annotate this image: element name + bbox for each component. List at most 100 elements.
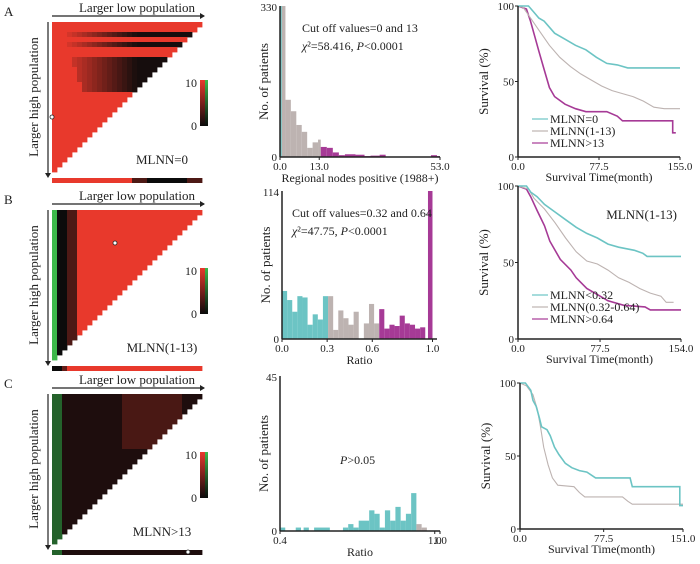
histogram-bar: [353, 311, 359, 339]
y-axis-label: No. of patients: [256, 43, 271, 120]
heatmap-cell: [57, 305, 63, 311]
heatmap-cell: [82, 489, 88, 495]
heatmap-cell: [102, 290, 108, 296]
heatmap-cell: [52, 414, 58, 420]
heatmap-cell: [67, 280, 73, 286]
heatmap-cell: [132, 265, 138, 271]
heatmap-cell: [127, 409, 133, 415]
heatmap-cell: [77, 82, 83, 88]
histogram-bar: [343, 318, 349, 339]
heatmap-cell: [92, 215, 98, 221]
heatmap-cell: [57, 409, 63, 415]
heatmap-cell: [82, 62, 88, 68]
heatmap-cell: [112, 409, 118, 415]
heatmap-cell: [147, 419, 153, 425]
heatmap-cell: [87, 235, 93, 241]
marginal-bar-cell: [192, 178, 198, 183]
heatmap-cell: [107, 235, 113, 241]
heatmap-cell: [132, 220, 138, 226]
heatmap-cell: [167, 37, 173, 43]
heatmap-cell: [122, 62, 128, 68]
heatmap-cell: [57, 270, 63, 276]
histogram-bar: [328, 296, 334, 339]
heatmap-cell: [157, 429, 163, 435]
heatmap-cell: [147, 250, 153, 256]
heatmap-cell: [57, 215, 63, 221]
heatmap-cell: [62, 27, 68, 33]
heatmap-cell: [62, 404, 68, 410]
heatmap-cell: [92, 102, 98, 108]
color-scale-red: [200, 452, 205, 498]
heatmap-cell: [72, 137, 78, 143]
marginal-bar-cell: [62, 366, 68, 371]
histogram-bar: [404, 323, 410, 339]
heatmap-cell: [132, 399, 138, 405]
heatmap-cell: [132, 459, 138, 465]
marginal-bar-cell: [172, 366, 178, 371]
heatmap-cell: [137, 240, 143, 246]
heatmap-cell: [52, 469, 58, 475]
marginal-bar-cell: [192, 366, 198, 371]
heatmap-cell: [52, 270, 58, 276]
heatmap-cell: [82, 245, 88, 251]
heatmap-cell: [87, 305, 93, 311]
heatmap-cell: [82, 459, 88, 465]
histogram-bar: [332, 152, 339, 157]
x-axis-label: Survival Time(month): [548, 542, 655, 556]
heatmap-cell: [92, 404, 98, 410]
y-axis-label: No. of patients: [258, 227, 273, 304]
heatmap-cell: [87, 132, 93, 138]
heatmap-cell: [142, 215, 148, 221]
heatmap-cell: [77, 255, 83, 261]
heatmap-cell: [152, 250, 158, 256]
heatmap-cell: [102, 67, 108, 73]
heatmap-cell: [107, 454, 113, 460]
heatmap-cell: [57, 162, 63, 168]
heatmap-cell: [62, 265, 68, 271]
histogram-bar: [420, 327, 426, 339]
heatmap-cell: [117, 97, 123, 103]
heatmap-cell: [52, 340, 58, 346]
heatmap-cell: [52, 404, 58, 410]
heatmap-cell: [82, 77, 88, 83]
heatmap-cell: [127, 72, 133, 78]
heatmap-cell: [117, 250, 123, 256]
heatmap-cell: [72, 142, 78, 148]
heatmap-cell: [112, 419, 118, 425]
heatmap-cell: [77, 132, 83, 138]
heatmap-cell: [77, 225, 83, 231]
heatmap-cell: [72, 147, 78, 153]
heatmap-cell: [167, 52, 173, 58]
heatmap-cell: [52, 225, 58, 231]
heatmap-cell: [122, 230, 128, 236]
survival-line-cyan: [520, 382, 683, 507]
heatmap-cell: [67, 474, 73, 480]
heatmap-cell: [77, 117, 83, 123]
heatmap-cell: [57, 147, 63, 153]
heatmap-cell: [92, 399, 98, 405]
heatmap-cell: [162, 42, 168, 48]
heatmap-cell: [107, 112, 113, 118]
heatmap-cell: [102, 434, 108, 440]
heatmap-cell: [127, 82, 133, 88]
heatmap-cell: [72, 250, 78, 256]
heatmap-cell: [82, 240, 88, 246]
heatmap-cell: [82, 424, 88, 430]
heatmap-cell: [52, 102, 58, 108]
heatmap-cell: [77, 47, 83, 53]
heatmap-cell: [112, 454, 118, 460]
heatmap-cell: [57, 265, 63, 271]
heatmap-cell: [122, 77, 128, 83]
heatmap-cell: [92, 275, 98, 281]
heatmap-cell: [57, 504, 63, 510]
heatmap-cell: [82, 504, 88, 510]
heatmap-cell: [102, 489, 108, 495]
stats-annotation: Cut off values=0 and 13: [302, 21, 418, 35]
heatmap-cell: [67, 310, 73, 316]
heatmap-cell: [137, 414, 143, 420]
heatmap-cell: [62, 479, 68, 485]
heatmap-cell: [57, 107, 63, 113]
heatmap-cell: [102, 250, 108, 256]
heatmap-cell: [72, 419, 78, 425]
panel-label: B: [4, 192, 13, 207]
